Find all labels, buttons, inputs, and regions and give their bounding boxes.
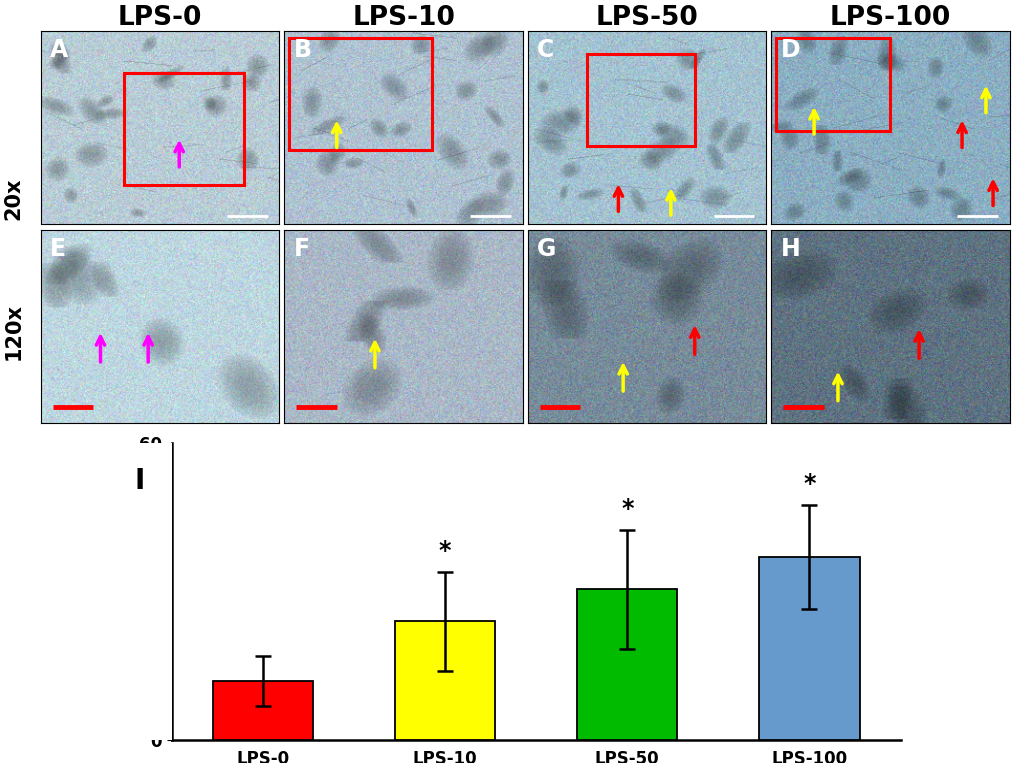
Text: B: B bbox=[293, 38, 312, 63]
Title: LPS-100: LPS-100 bbox=[829, 5, 950, 31]
Bar bbox=[758, 557, 859, 740]
Bar bbox=[213, 681, 313, 740]
Bar bbox=[587, 53, 694, 146]
Text: D: D bbox=[780, 38, 800, 63]
Bar bbox=[288, 38, 432, 150]
Text: E: E bbox=[50, 237, 66, 261]
Text: G: G bbox=[537, 237, 556, 261]
Text: H: H bbox=[780, 237, 800, 261]
Text: *: * bbox=[621, 497, 633, 521]
Bar bbox=[394, 621, 495, 740]
Title: LPS-50: LPS-50 bbox=[595, 5, 698, 31]
Bar bbox=[577, 589, 677, 740]
Text: 120x: 120x bbox=[3, 304, 23, 360]
Bar bbox=[124, 73, 244, 185]
Text: *: * bbox=[438, 539, 451, 563]
Text: *: * bbox=[802, 472, 815, 497]
Text: 20x: 20x bbox=[3, 177, 23, 220]
Text: I: I bbox=[133, 467, 144, 495]
Bar bbox=[775, 38, 890, 131]
Text: A: A bbox=[50, 38, 68, 63]
Y-axis label: Round shape cells (%): Round shape cells (%) bbox=[113, 480, 130, 703]
Title: LPS-10: LPS-10 bbox=[352, 5, 454, 31]
Text: F: F bbox=[293, 237, 310, 261]
Title: LPS-0: LPS-0 bbox=[118, 5, 202, 31]
Text: C: C bbox=[537, 38, 554, 63]
